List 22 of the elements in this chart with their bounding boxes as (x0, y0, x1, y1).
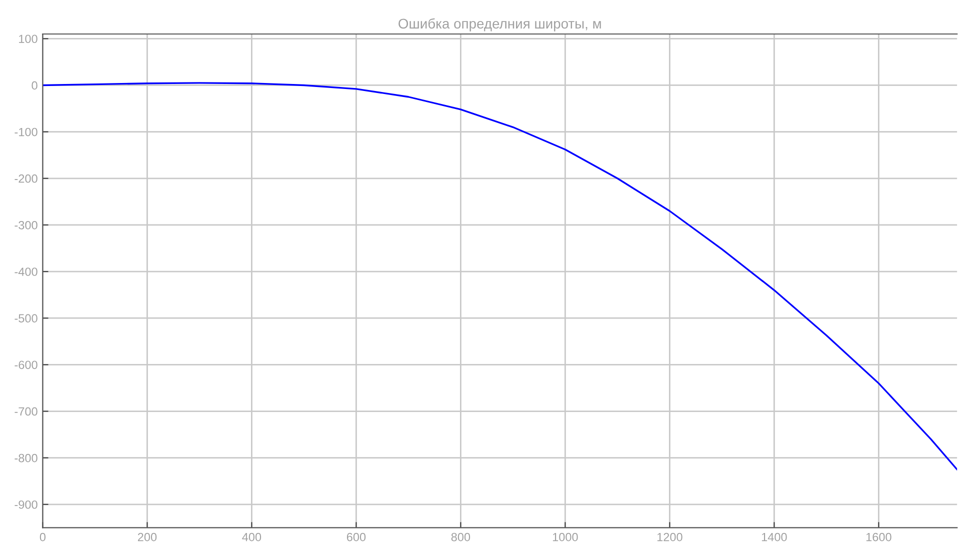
x-tick-label: 600 (346, 532, 366, 542)
x-tick-label: 1600 (866, 532, 892, 542)
x-tick-label: 1400 (762, 532, 787, 542)
y-tick-label: -400 (14, 268, 38, 276)
y-tick-label: -800 (14, 454, 38, 462)
y-tick-label: -700 (14, 407, 38, 416)
y-tick-label: -500 (14, 314, 38, 323)
y-tick-label: -600 (14, 360, 38, 370)
y-tick-label: -200 (14, 174, 38, 183)
y-tick-label: 100 (19, 34, 38, 44)
x-tick-label: 1200 (657, 532, 682, 542)
x-tick-label: 200 (138, 532, 157, 542)
y-tick-label: -300 (14, 220, 38, 230)
y-tick-label: 0 (32, 81, 38, 90)
chart-title: Ошибка определния широты, м (398, 18, 601, 32)
y-tick-label: -900 (14, 500, 38, 509)
x-tick-label: 0 (40, 532, 46, 542)
line-series (42, 82, 958, 470)
x-tick-label: 400 (242, 532, 262, 542)
x-tick-label: 1000 (552, 532, 578, 542)
y-tick-label: -100 (14, 128, 38, 136)
x-tick-label: 800 (451, 532, 470, 542)
